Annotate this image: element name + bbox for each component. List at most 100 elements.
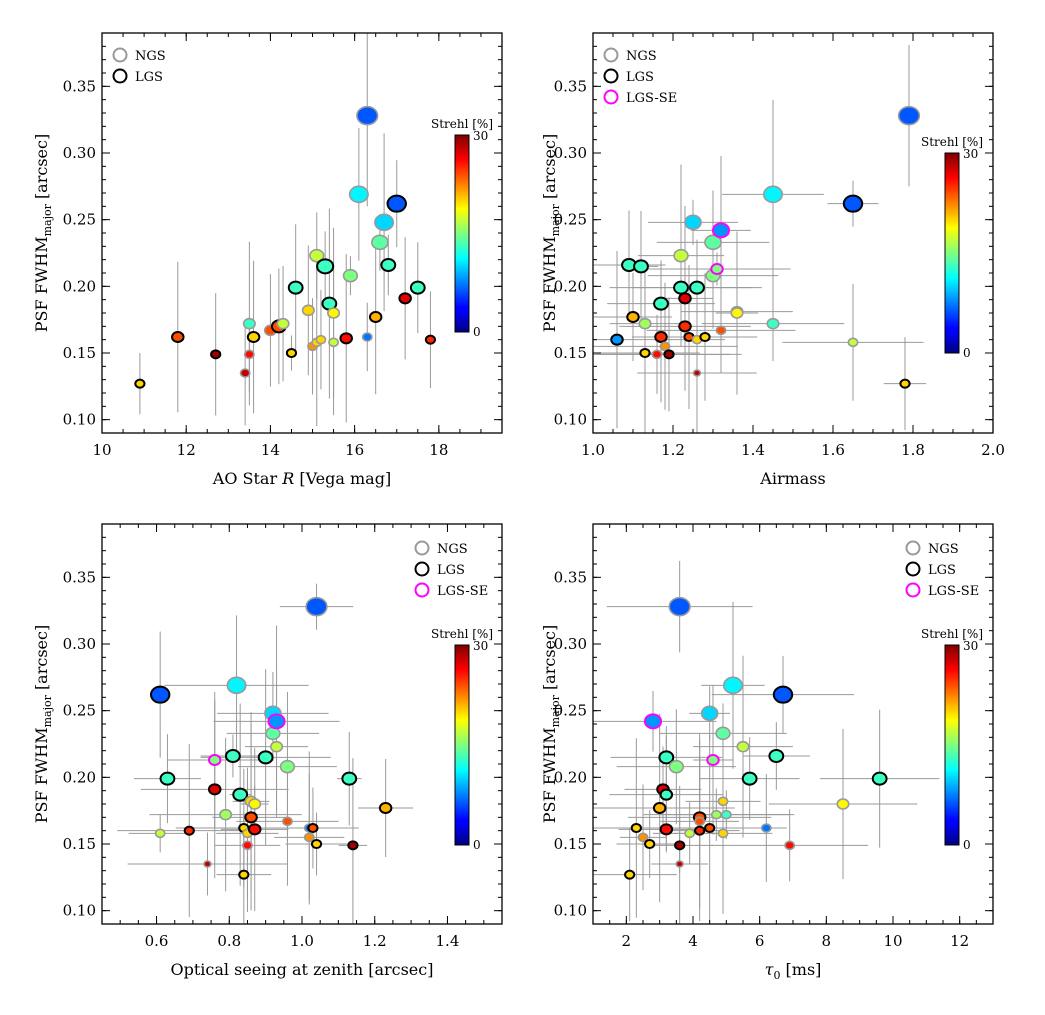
y-tick-label: 0.20 bbox=[63, 768, 96, 786]
legend-label: LGS-SE bbox=[928, 584, 979, 599]
data-point bbox=[246, 331, 261, 343]
data-point bbox=[730, 307, 744, 319]
data-point bbox=[239, 368, 251, 378]
x-tick-label: 1.2 bbox=[363, 932, 387, 950]
x-tick-label: 6 bbox=[755, 932, 765, 950]
data-point bbox=[380, 258, 397, 272]
x-tick-label: 4 bbox=[688, 932, 698, 950]
data-point bbox=[772, 685, 794, 704]
data-point bbox=[154, 828, 166, 839]
panel-bottom-left-points bbox=[149, 596, 393, 880]
colorbar-min-label: 0 bbox=[963, 838, 971, 852]
y-axis-label-part: major bbox=[549, 694, 562, 727]
data-point bbox=[386, 194, 407, 213]
data-point bbox=[760, 823, 772, 833]
data-point bbox=[183, 825, 195, 836]
data-point bbox=[692, 369, 702, 377]
data-point bbox=[287, 280, 304, 295]
data-point bbox=[248, 798, 262, 810]
colorbar-title: Strehl [%] bbox=[431, 117, 493, 131]
x-tick-label: 1.0 bbox=[581, 441, 605, 459]
data-point bbox=[717, 796, 729, 807]
data-point bbox=[171, 331, 185, 343]
data-point bbox=[238, 869, 250, 880]
data-point bbox=[309, 248, 325, 263]
colorbar-max-label: 30 bbox=[473, 129, 488, 143]
y-tick-label: 0.15 bbox=[63, 835, 96, 853]
data-point bbox=[897, 105, 921, 126]
data-point bbox=[710, 263, 724, 275]
y-tick-label: 0.10 bbox=[63, 411, 96, 429]
data-point bbox=[639, 348, 651, 358]
panel-top-right-ticks: 1.0 1.2 1.4 1.6 1.8 2.0 0.10 0.15 0.20 0.25 0.30 0.… bbox=[554, 32, 1005, 459]
x-axis-label-part: AO Star bbox=[212, 469, 282, 488]
panel-top-left-colorbar: Strehl [%]30 0 bbox=[431, 117, 493, 339]
data-point bbox=[668, 759, 685, 774]
data-point bbox=[668, 596, 691, 617]
data-point bbox=[675, 860, 684, 868]
legend-marker bbox=[905, 561, 921, 577]
data-point bbox=[316, 258, 335, 275]
panel-bottom-left: 0.6 0.8 1.0 1.2 1.40.100.150.200.250.300.35 … bbox=[32, 523, 503, 979]
panel-bottom-left-legend: NGS LGS LGS-SE bbox=[414, 540, 488, 599]
data-point bbox=[219, 808, 233, 821]
legend-marker bbox=[414, 561, 430, 577]
y-tick-label: 0.25 bbox=[63, 211, 96, 229]
x-tick-label: 1.6 bbox=[821, 441, 845, 459]
data-point bbox=[684, 214, 702, 231]
legend-marker bbox=[414, 540, 430, 556]
panel-top-left-legend: NGS LGS bbox=[112, 47, 166, 85]
panel-bottom-left-colorbar: Strehl [%]30 0 bbox=[431, 627, 493, 852]
x-axis-label-part: τ bbox=[765, 960, 775, 979]
data-point bbox=[226, 676, 247, 695]
data-point bbox=[159, 771, 176, 786]
data-point bbox=[836, 798, 850, 810]
data-point bbox=[652, 802, 667, 814]
data-point bbox=[342, 268, 359, 283]
y-axis-label-part: major bbox=[41, 694, 54, 727]
y-tick-label: 0.30 bbox=[554, 144, 587, 162]
x-tick-label: 2.0 bbox=[981, 441, 1005, 459]
x-tick-label: 12 bbox=[177, 441, 196, 459]
data-point bbox=[684, 828, 696, 839]
data-point bbox=[339, 332, 353, 345]
data-point bbox=[310, 839, 323, 849]
data-point bbox=[651, 349, 663, 360]
panel-top-left-ticks: 10 12 14 16 18 0.10 0.15 0.20 0.25 0.30 0.35 bbox=[63, 32, 503, 459]
x-tick-label: 1.4 bbox=[436, 932, 460, 950]
data-point bbox=[711, 222, 731, 239]
panel-top-right-points bbox=[610, 105, 921, 389]
data-point bbox=[720, 809, 732, 820]
data-point bbox=[674, 840, 686, 851]
data-point bbox=[242, 840, 253, 851]
legend-label: LGS-SE bbox=[626, 91, 677, 106]
data-point bbox=[347, 840, 359, 851]
data-point bbox=[267, 713, 286, 730]
x-tick-label: 2 bbox=[622, 932, 632, 950]
data-point bbox=[694, 816, 706, 827]
panel-bottom-right-errorbars bbox=[593, 560, 940, 924]
data-point bbox=[659, 341, 671, 352]
y-tick-label: 0.35 bbox=[554, 77, 587, 95]
data-point bbox=[899, 378, 911, 389]
data-point bbox=[243, 349, 255, 360]
data-point bbox=[207, 783, 222, 796]
data-point bbox=[301, 304, 315, 317]
data-point bbox=[285, 348, 298, 358]
data-point bbox=[315, 334, 327, 345]
data-point bbox=[704, 823, 716, 833]
x-axis-label-part: [Vega mag] bbox=[294, 469, 391, 488]
data-point bbox=[307, 823, 319, 833]
data-point bbox=[624, 869, 636, 880]
data-point bbox=[356, 105, 379, 126]
legend-marker bbox=[414, 582, 430, 598]
data-point bbox=[630, 823, 642, 833]
colorbar-min-label: 0 bbox=[473, 325, 481, 339]
y-tick-label: 0.25 bbox=[554, 211, 587, 229]
panel-bottom-left-ticks: 0.6 0.8 1.0 1.2 1.4 0.10 0.15 0.20 0.25 0.30 0.35 bbox=[63, 523, 503, 950]
y-tick-label: 0.35 bbox=[63, 77, 96, 95]
x-tick-label: 14 bbox=[261, 441, 280, 459]
data-point bbox=[678, 292, 692, 305]
y-tick-label: 0.20 bbox=[554, 277, 587, 295]
x-tick-label: 1.0 bbox=[290, 932, 314, 950]
